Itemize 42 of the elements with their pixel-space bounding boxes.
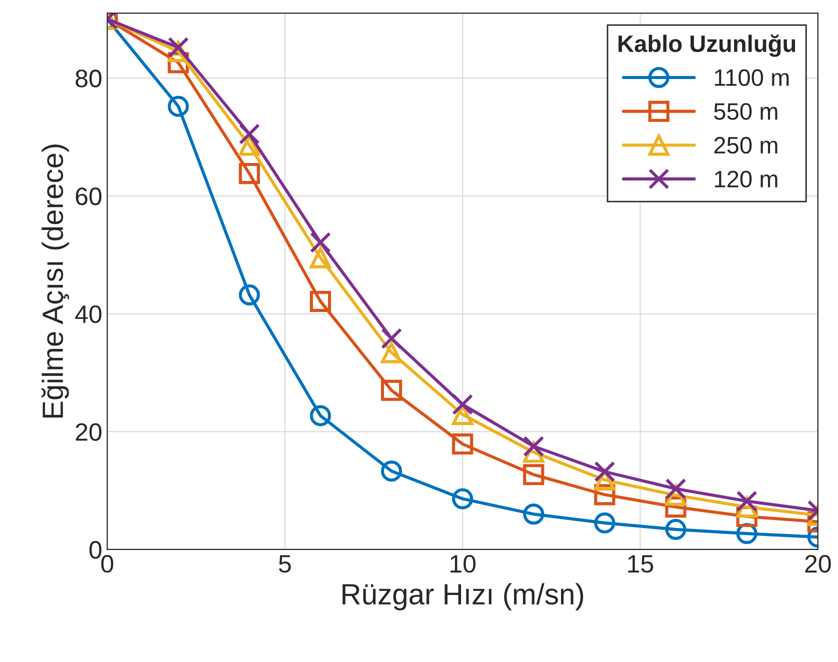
point bbox=[168, 96, 189, 117]
legend-title: Kablo Uzunluğu bbox=[618, 34, 796, 57]
point bbox=[665, 518, 686, 540]
x-axis-title: Rüzgar Hızı (m/sn) bbox=[342, 583, 584, 610]
x-tick-label: 0 bbox=[101, 554, 114, 573]
point bbox=[310, 290, 332, 312]
point bbox=[380, 460, 402, 482]
x-tick-label: 20 bbox=[805, 554, 831, 573]
y-tick-label: 40 bbox=[75, 305, 102, 324]
point bbox=[168, 36, 189, 58]
point bbox=[380, 380, 402, 401]
point bbox=[523, 504, 544, 525]
point bbox=[452, 433, 474, 455]
point bbox=[452, 394, 474, 416]
legend-label: 120 m bbox=[714, 170, 778, 188]
point bbox=[594, 461, 616, 482]
point bbox=[594, 512, 616, 534]
point bbox=[238, 162, 260, 184]
legend-label: 1100 m bbox=[714, 69, 789, 86]
point bbox=[665, 478, 686, 500]
point bbox=[238, 123, 260, 145]
y-axis-title: Eğilme Açısı (derece) bbox=[41, 144, 70, 418]
y-tick-label: 0 bbox=[89, 541, 102, 559]
point bbox=[310, 247, 332, 268]
x-tick-label: 5 bbox=[278, 555, 291, 573]
point bbox=[452, 488, 474, 510]
point bbox=[380, 342, 402, 364]
point bbox=[310, 405, 332, 426]
point bbox=[380, 328, 402, 350]
y-tick-label: 80 bbox=[76, 70, 102, 88]
point bbox=[736, 490, 758, 512]
point bbox=[238, 134, 260, 156]
legend-label: 250 m bbox=[714, 136, 778, 154]
point bbox=[523, 464, 544, 486]
point bbox=[238, 284, 260, 306]
point bbox=[523, 436, 544, 457]
y-tick-label: 20 bbox=[76, 423, 102, 441]
legend-label: 550 m bbox=[714, 103, 778, 120]
point bbox=[310, 232, 332, 254]
y-tick-label: 60 bbox=[76, 188, 102, 206]
x-tick-label: 15 bbox=[628, 555, 654, 573]
x-tick-label: 10 bbox=[450, 554, 476, 573]
